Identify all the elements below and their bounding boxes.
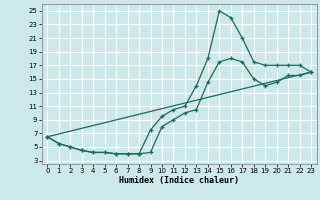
- X-axis label: Humidex (Indice chaleur): Humidex (Indice chaleur): [119, 176, 239, 185]
